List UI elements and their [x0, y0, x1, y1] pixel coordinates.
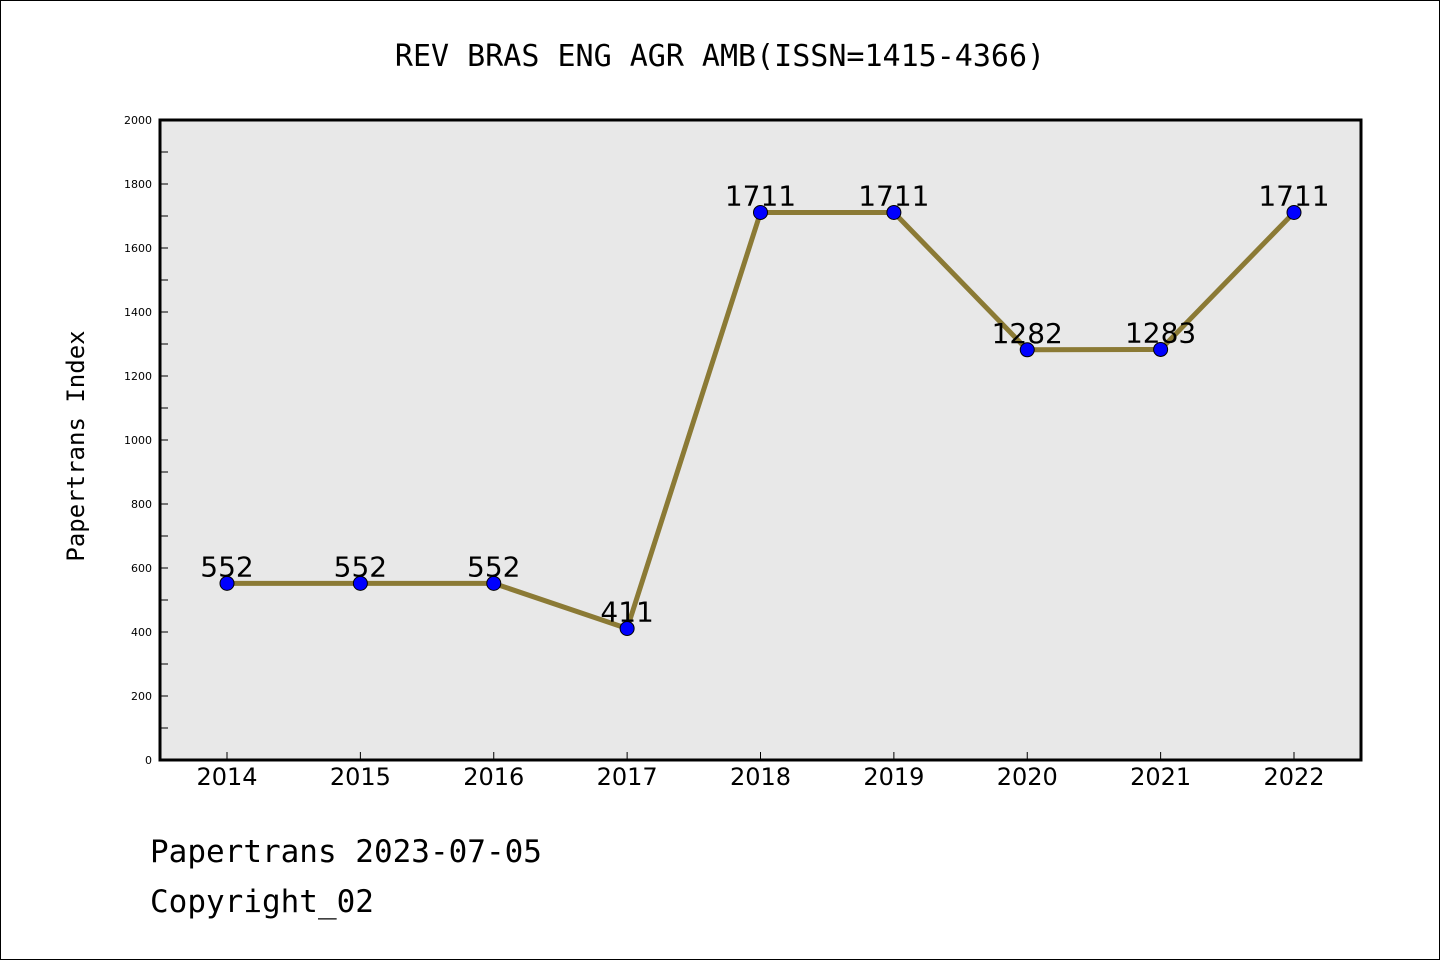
- data-point: [352, 575, 368, 591]
- y-tick-label: 1600: [124, 242, 152, 255]
- footer-copyright: Copyright_02: [150, 884, 374, 920]
- data-label: 552: [334, 550, 387, 583]
- line-segment: [491, 580, 630, 631]
- x-tick-label: 2015: [330, 763, 391, 791]
- y-tick-label: 400: [131, 626, 152, 639]
- data-label: 552: [200, 550, 253, 583]
- line-segment: [1158, 209, 1297, 352]
- plot-area: [158, 118, 1363, 762]
- data-point: [1286, 204, 1302, 220]
- data-point: [219, 575, 235, 591]
- data-label: 1711: [725, 179, 796, 212]
- y-tick-label: 800: [131, 498, 152, 511]
- x-tick-label: 2021: [1130, 763, 1191, 791]
- y-tick-label: 1000: [124, 434, 152, 447]
- x-tick-label: 2018: [730, 763, 791, 791]
- data-point: [886, 204, 902, 220]
- data-labels: 552 552 552 411 1711 1711 1282 1283 1711: [200, 179, 1329, 628]
- x-tick-label: 2014: [196, 763, 257, 791]
- y-axis-label: Papertrans Index: [62, 330, 90, 561]
- x-tick-label: 2019: [863, 763, 924, 791]
- chart-title: REV BRAS ENG AGR AMB(ISSN=1415-4366): [395, 39, 1045, 74]
- footer-date: Papertrans 2023-07-05: [150, 834, 542, 870]
- data-label: 1282: [992, 317, 1063, 350]
- y-tick-label: 2000: [124, 114, 152, 127]
- data-label: 411: [600, 595, 653, 628]
- x-tick-label: 2017: [597, 763, 658, 791]
- x-tick-label: 2022: [1263, 763, 1324, 791]
- series-line: [224, 209, 1297, 631]
- x-axis: 2014 2015 2016 2017 2018 2019 2020 2021 2022: [196, 752, 1325, 791]
- data-point: [1019, 342, 1035, 358]
- y-tick-label: 200: [131, 690, 152, 703]
- y-tick-label: 0: [145, 754, 152, 767]
- line-segment: [624, 209, 763, 631]
- data-label: 1711: [858, 179, 929, 212]
- y-tick-label: 600: [131, 562, 152, 575]
- x-tick-label: 2016: [463, 763, 524, 791]
- data-label: 1711: [1258, 179, 1329, 212]
- series-markers: [219, 204, 1302, 636]
- data-point: [753, 204, 768, 220]
- data-point: [619, 620, 635, 636]
- y-tick-label: 1200: [124, 370, 152, 383]
- data-label: 552: [467, 550, 520, 583]
- x-tick-label: 2020: [997, 763, 1058, 791]
- data-point: [1153, 341, 1169, 357]
- data-label: 1283: [1125, 316, 1196, 349]
- data-point: [486, 575, 502, 591]
- y-tick-label: 1800: [124, 178, 152, 191]
- line-segment: [891, 209, 1030, 353]
- y-axis: 0 200 400 600 800 1000 1200 1400 1600 1800 2000: [124, 114, 168, 767]
- y-tick-label: 1400: [124, 306, 152, 319]
